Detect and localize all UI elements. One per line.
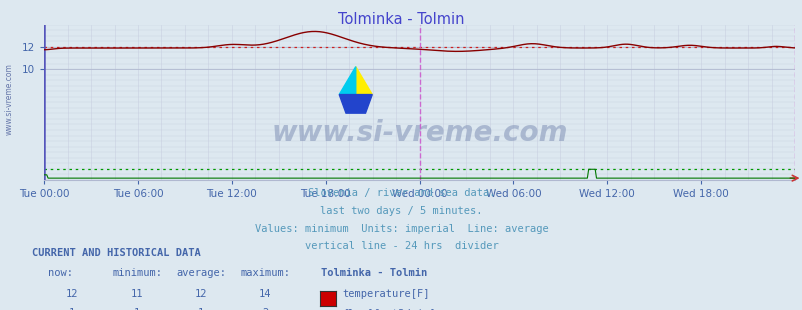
Text: flow[foot3/min]: flow[foot3/min] bbox=[342, 308, 435, 310]
Text: CURRENT AND HISTORICAL DATA: CURRENT AND HISTORICAL DATA bbox=[32, 248, 200, 258]
Text: 11: 11 bbox=[130, 289, 143, 299]
Text: Values: minimum  Units: imperial  Line: average: Values: minimum Units: imperial Line: av… bbox=[254, 224, 548, 233]
Text: Tolminka - Tolmin: Tolminka - Tolmin bbox=[338, 12, 464, 27]
Text: 1: 1 bbox=[197, 308, 204, 310]
Text: Slovenia / river and sea data.: Slovenia / river and sea data. bbox=[307, 188, 495, 197]
Text: 14: 14 bbox=[258, 289, 271, 299]
Text: 1: 1 bbox=[69, 308, 75, 310]
Text: last two days / 5 minutes.: last two days / 5 minutes. bbox=[320, 206, 482, 215]
Text: minimum:: minimum: bbox=[112, 268, 162, 278]
Text: now:: now: bbox=[48, 268, 73, 278]
Text: www.si-vreme.com: www.si-vreme.com bbox=[271, 119, 567, 147]
Text: 12: 12 bbox=[66, 289, 79, 299]
Polygon shape bbox=[355, 67, 372, 95]
Polygon shape bbox=[338, 95, 372, 113]
Text: average:: average: bbox=[176, 268, 226, 278]
Text: vertical line - 24 hrs  divider: vertical line - 24 hrs divider bbox=[304, 241, 498, 251]
Text: Tolminka - Tolmin: Tolminka - Tolmin bbox=[321, 268, 427, 278]
Text: www.si-vreme.com: www.si-vreme.com bbox=[5, 63, 14, 135]
Polygon shape bbox=[338, 67, 355, 95]
Text: maximum:: maximum: bbox=[241, 268, 290, 278]
Text: temperature[F]: temperature[F] bbox=[342, 289, 429, 299]
Text: 2: 2 bbox=[261, 308, 268, 310]
Text: 12: 12 bbox=[194, 289, 207, 299]
Text: 1: 1 bbox=[133, 308, 140, 310]
